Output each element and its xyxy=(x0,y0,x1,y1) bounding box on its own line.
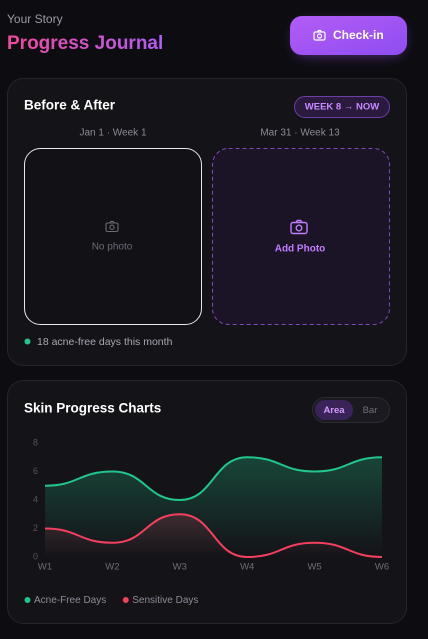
page-title: Progress Journal xyxy=(7,33,163,54)
camera-icon xyxy=(290,219,308,235)
placeholder: No photo xyxy=(92,242,133,253)
add-photo-label[interactable]: Add Photo xyxy=(275,244,326,255)
card-title: Skin Progress Charts xyxy=(24,401,161,416)
legend-dot xyxy=(24,597,31,603)
toggle-option[interactable]: Bar xyxy=(363,405,378,416)
legend-label: Sensitive Days xyxy=(132,595,198,606)
before-date: Jan 1 · Week 1 xyxy=(79,128,147,139)
status-dot xyxy=(24,338,31,345)
badge-bg xyxy=(294,96,390,118)
button-bg xyxy=(290,16,407,55)
series-line xyxy=(44,456,383,502)
x-tick-label: W6 xyxy=(375,562,389,573)
series-line xyxy=(44,513,383,559)
camera-icon xyxy=(313,29,326,41)
x-tick-label: W3 xyxy=(173,562,187,573)
card-title: Before & After xyxy=(24,98,116,113)
y-tick-label: 8 xyxy=(33,437,38,447)
x-tick-label: W5 xyxy=(307,562,321,573)
before-photo xyxy=(24,148,202,325)
check-in-button[interactable]: Check-in xyxy=(290,16,407,56)
toggle-option[interactable]: Area xyxy=(323,405,345,416)
y-tick-label: 0 xyxy=(33,551,38,561)
after-photo[interactable] xyxy=(212,148,390,325)
toggle-active xyxy=(315,400,353,420)
badge: WEEK 8 → NOW xyxy=(305,102,379,113)
add-photo[interactable]: Add Photo xyxy=(212,148,390,325)
y-tick-label: 6 xyxy=(33,466,38,476)
y-tick-label: 2 xyxy=(33,523,38,533)
eyebrow: Your Story xyxy=(7,12,63,26)
chart: 0 2 4 6 8 W1 W2 W3 W4 W5 W6 Acne-Free Days Sensitive… xyxy=(24,437,389,606)
area-fill xyxy=(45,457,382,557)
button-label[interactable]: Check-in xyxy=(333,28,384,42)
note: 18 acne-free days this month xyxy=(37,336,173,348)
y-tick-label: 4 xyxy=(33,494,38,504)
legend-label: Acne-Free Days xyxy=(34,595,106,606)
camera-icon xyxy=(105,220,119,233)
legend-dot xyxy=(122,597,129,603)
x-tick-label: W4 xyxy=(240,562,254,573)
after-date: Mar 31 · Week 13 xyxy=(260,128,340,139)
x-tick-label: W2 xyxy=(105,562,119,573)
x-tick-label: W1 xyxy=(38,562,52,573)
